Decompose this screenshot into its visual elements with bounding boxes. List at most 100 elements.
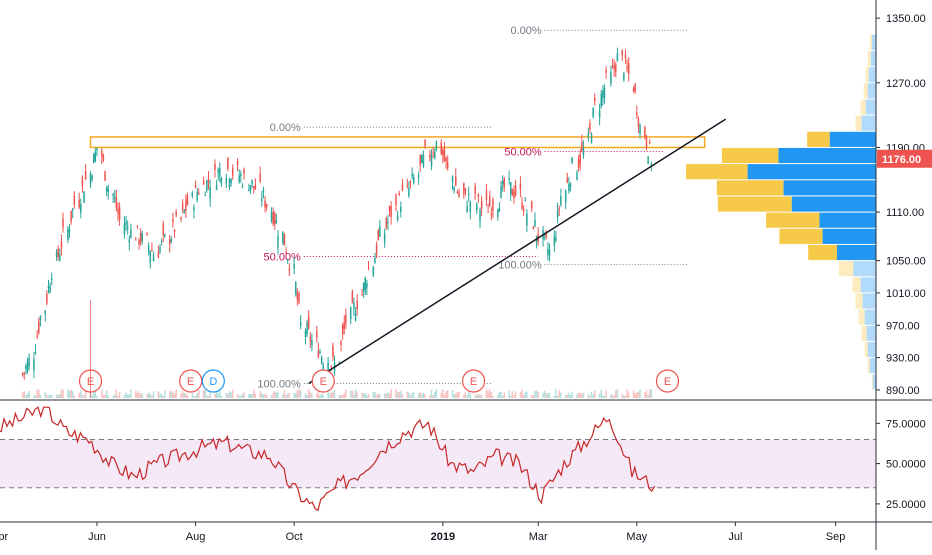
volume-bar: [509, 395, 512, 398]
candle-body: [442, 149, 444, 156]
candle-body: [377, 230, 379, 240]
volume-bar: [252, 389, 255, 398]
volume-profile-bar: [766, 212, 820, 228]
volume-bar: [67, 389, 69, 398]
volume-bar: [513, 395, 515, 398]
candle-body: [219, 168, 221, 177]
candle-body: [107, 189, 110, 193]
volume-bar: [328, 393, 331, 398]
candle-body: [322, 364, 324, 374]
candle-body: [519, 183, 522, 190]
volume-bar: [411, 392, 413, 398]
candle-body: [262, 189, 265, 192]
volume-bar: [417, 393, 420, 398]
candle-body: [421, 155, 423, 164]
volume-bar: [57, 394, 59, 398]
candle-body: [274, 213, 276, 225]
volume-profile-bar: [860, 277, 876, 293]
volume-bar: [172, 391, 174, 398]
candle-body: [311, 340, 313, 346]
volume-bar: [196, 392, 198, 398]
candle-body: [186, 196, 189, 206]
candle-body: [379, 226, 381, 237]
candle-body: [374, 257, 376, 264]
volume-bar: [207, 395, 210, 398]
volume-bar: [514, 391, 517, 398]
candle-body: [621, 49, 624, 56]
candle-body: [419, 154, 421, 166]
candle-body: [424, 139, 426, 147]
candle-body: [240, 174, 242, 176]
volume-bar: [634, 393, 636, 398]
candle-body: [147, 245, 150, 252]
volume-bar: [136, 392, 139, 398]
volume-bar: [149, 393, 152, 398]
volume-bar: [522, 394, 525, 398]
volume-bar: [71, 391, 74, 398]
volume-bar: [78, 392, 80, 398]
candle-body: [293, 264, 295, 269]
candle-body: [327, 362, 329, 373]
volume-bar: [316, 393, 318, 398]
volume-bar: [340, 394, 342, 398]
volume-bar: [151, 395, 153, 398]
candle-body: [440, 142, 442, 154]
volume-bar: [501, 395, 504, 398]
candle-body: [126, 227, 129, 229]
volume-bar: [50, 394, 53, 398]
volume-bar: [469, 393, 472, 398]
volume-bar: [332, 392, 334, 398]
candle-body: [526, 213, 528, 226]
volume-profile-bar: [870, 50, 876, 67]
volume-bar: [467, 391, 470, 398]
volume-bar: [238, 395, 240, 398]
volume-bar: [458, 391, 460, 398]
volume-bar: [28, 390, 30, 398]
candle-body: [243, 169, 245, 174]
candle-body: [411, 174, 413, 177]
volume-profile-bar: [869, 358, 876, 374]
volume-profile-bar: [747, 164, 876, 180]
volume-bar: [341, 395, 344, 398]
candle-body: [500, 186, 502, 198]
candle-body: [91, 176, 93, 180]
volume-bar: [84, 390, 87, 398]
candle-body: [196, 191, 198, 201]
candle-body: [434, 151, 436, 158]
volume-bar: [476, 394, 478, 398]
candle-body: [55, 252, 58, 257]
candle-body: [406, 185, 409, 187]
candle-body: [277, 235, 279, 248]
candle-body: [39, 316, 42, 321]
candle-body: [400, 206, 402, 212]
volume-bar: [236, 393, 239, 398]
volume-bar: [497, 394, 499, 398]
volume-profile-bar: [779, 228, 823, 244]
volume-bar: [322, 394, 324, 398]
volume-bar: [503, 392, 506, 398]
volume-bar: [209, 389, 211, 398]
volume-bar: [46, 394, 48, 398]
volume-bar: [283, 390, 286, 398]
volume-bar: [62, 389, 64, 398]
fib-level-label: 50.00%: [264, 252, 302, 264]
volume-bar: [262, 394, 265, 398]
earnings-marker: [179, 369, 203, 393]
candle-body: [296, 293, 299, 300]
time-tick-label: Jul: [728, 531, 742, 543]
volume-bar: [555, 389, 557, 398]
volume-bar: [492, 395, 494, 398]
candle-body: [227, 157, 229, 169]
candle-body: [220, 177, 223, 185]
candle-body: [560, 195, 562, 205]
volume-bar: [141, 393, 143, 398]
volume-profile-bar: [807, 131, 830, 147]
candle-body: [33, 359, 35, 371]
volume-bar: [168, 391, 171, 398]
candle-body: [509, 182, 512, 194]
volume-profile-bar: [852, 277, 861, 293]
candle-body: [101, 150, 103, 157]
candle-body: [57, 248, 59, 258]
